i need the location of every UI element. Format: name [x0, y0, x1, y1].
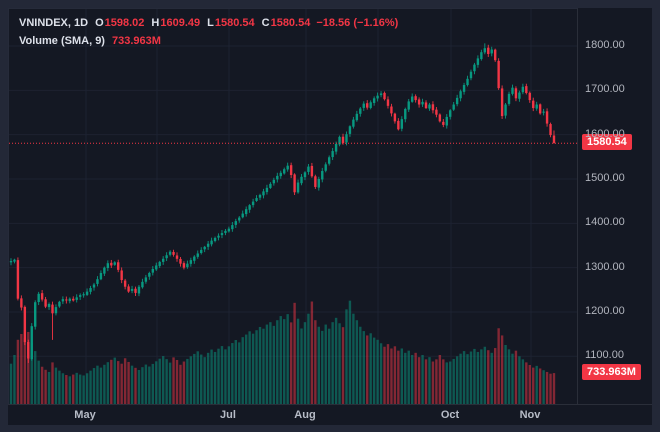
price-tick-label: 1300.00	[585, 260, 625, 273]
price-pane[interactable]: VNINDEX, 1D O1598.02 H1609.49 L1580.54 C1580…	[8, 8, 578, 405]
last-price-badge: 1580.54	[582, 134, 632, 151]
time-axis[interactable]: May Jul Aug Oct Nov	[8, 405, 652, 425]
month-label: Jul	[220, 409, 236, 421]
volume-indicator-title[interactable]: Volume (SMA, 9)	[19, 35, 105, 47]
close-value: 1580.54	[270, 17, 311, 29]
month-label: Aug	[294, 409, 316, 421]
volume-value: 733.963M	[111, 35, 161, 47]
price-tick-label: 1400.00	[585, 216, 625, 229]
price-tick-label: 1100.00	[585, 349, 624, 362]
change-value: −18.56 (−1.16%)	[316, 17, 399, 29]
symbol-title[interactable]: VNINDEX, 1D	[19, 17, 89, 29]
price-tick-label: 1600.00	[585, 127, 625, 140]
high-value: 1609.49	[160, 17, 201, 29]
grid-layer	[9, 9, 577, 404]
close-label: C	[261, 17, 270, 29]
low-label: L	[207, 17, 214, 29]
price-axis[interactable]: 1580.54 733.963M 1800.00 1700.00 1600.00 15…	[578, 8, 652, 405]
symbol-row[interactable]: VNINDEX, 1D O1598.02 H1609.49 L1580.54 C1580…	[19, 14, 398, 32]
month-label: May	[74, 409, 96, 421]
price-tick-label: 1800.00	[585, 39, 625, 51]
volume-layer	[9, 300, 556, 404]
open-label: O	[95, 17, 104, 29]
chart-legend: VNINDEX, 1D O1598.02 H1609.49 L1580.54 C1580…	[19, 14, 398, 50]
month-label: Oct	[440, 409, 460, 421]
low-value: 1580.54	[214, 17, 255, 29]
candles-layer	[9, 43, 556, 363]
candlestick-chart[interactable]	[9, 9, 577, 404]
volume-row[interactable]: Volume (SMA, 9) 733.963M	[19, 32, 398, 50]
open-value: 1598.02	[104, 17, 145, 29]
volume-badge: 733.963M	[582, 364, 641, 381]
high-label: H	[151, 17, 160, 29]
month-label: Nov	[519, 409, 541, 421]
price-tick-label: 1200.00	[585, 304, 625, 317]
price-tick-label: 1700.00	[585, 83, 625, 96]
price-tick-label: 1500.00	[585, 171, 625, 184]
